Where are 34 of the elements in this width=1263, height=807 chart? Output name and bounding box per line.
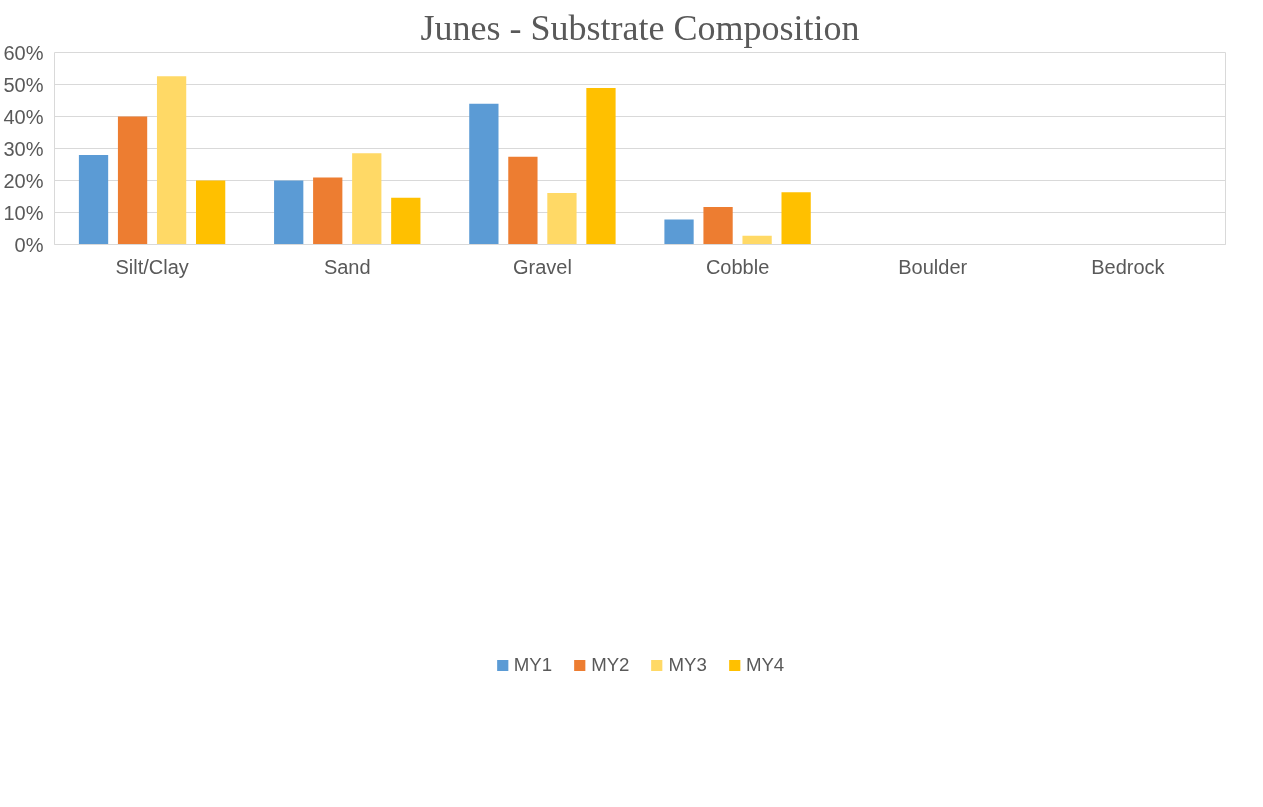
- bar: [117, 116, 148, 245]
- bar: [742, 235, 772, 245]
- bar: [78, 154, 109, 245]
- bar: [469, 103, 499, 245]
- bar: [508, 156, 538, 245]
- x-tick-label: Silt/Clay: [115, 255, 189, 278]
- y-tick-label: 20%: [3, 169, 44, 192]
- x-tick-label: Bedrock: [1091, 255, 1166, 278]
- y-tick-label: 60%: [3, 41, 44, 64]
- bar: [196, 180, 226, 245]
- chart-title: Junes - Substrate Composition: [420, 7, 860, 48]
- x-tick-label: Sand: [323, 255, 371, 278]
- legend-label: MY1: [513, 653, 553, 676]
- bar: [586, 88, 616, 245]
- bar: [156, 76, 187, 245]
- x-tick-label: Cobble: [705, 255, 770, 278]
- bar: [313, 177, 343, 245]
- y-tick-label: 0%: [14, 233, 44, 256]
- bar: [781, 192, 811, 245]
- bar: [664, 219, 694, 245]
- legend-label: MY2: [591, 653, 630, 676]
- bar: [703, 207, 733, 245]
- bar: [547, 192, 577, 245]
- bar: [352, 153, 382, 245]
- bar: [391, 197, 421, 245]
- y-tick-label: 40%: [3, 105, 44, 128]
- y-tick-label: 10%: [3, 201, 44, 224]
- legend-label: MY3: [668, 653, 707, 676]
- x-tick-label: Gravel: [512, 255, 572, 278]
- x-tick-label: Boulder: [898, 255, 968, 278]
- bar: [274, 180, 304, 245]
- y-tick-label: 30%: [3, 137, 44, 160]
- y-tick-label: 50%: [3, 73, 44, 96]
- legend-label: MY4: [745, 653, 785, 676]
